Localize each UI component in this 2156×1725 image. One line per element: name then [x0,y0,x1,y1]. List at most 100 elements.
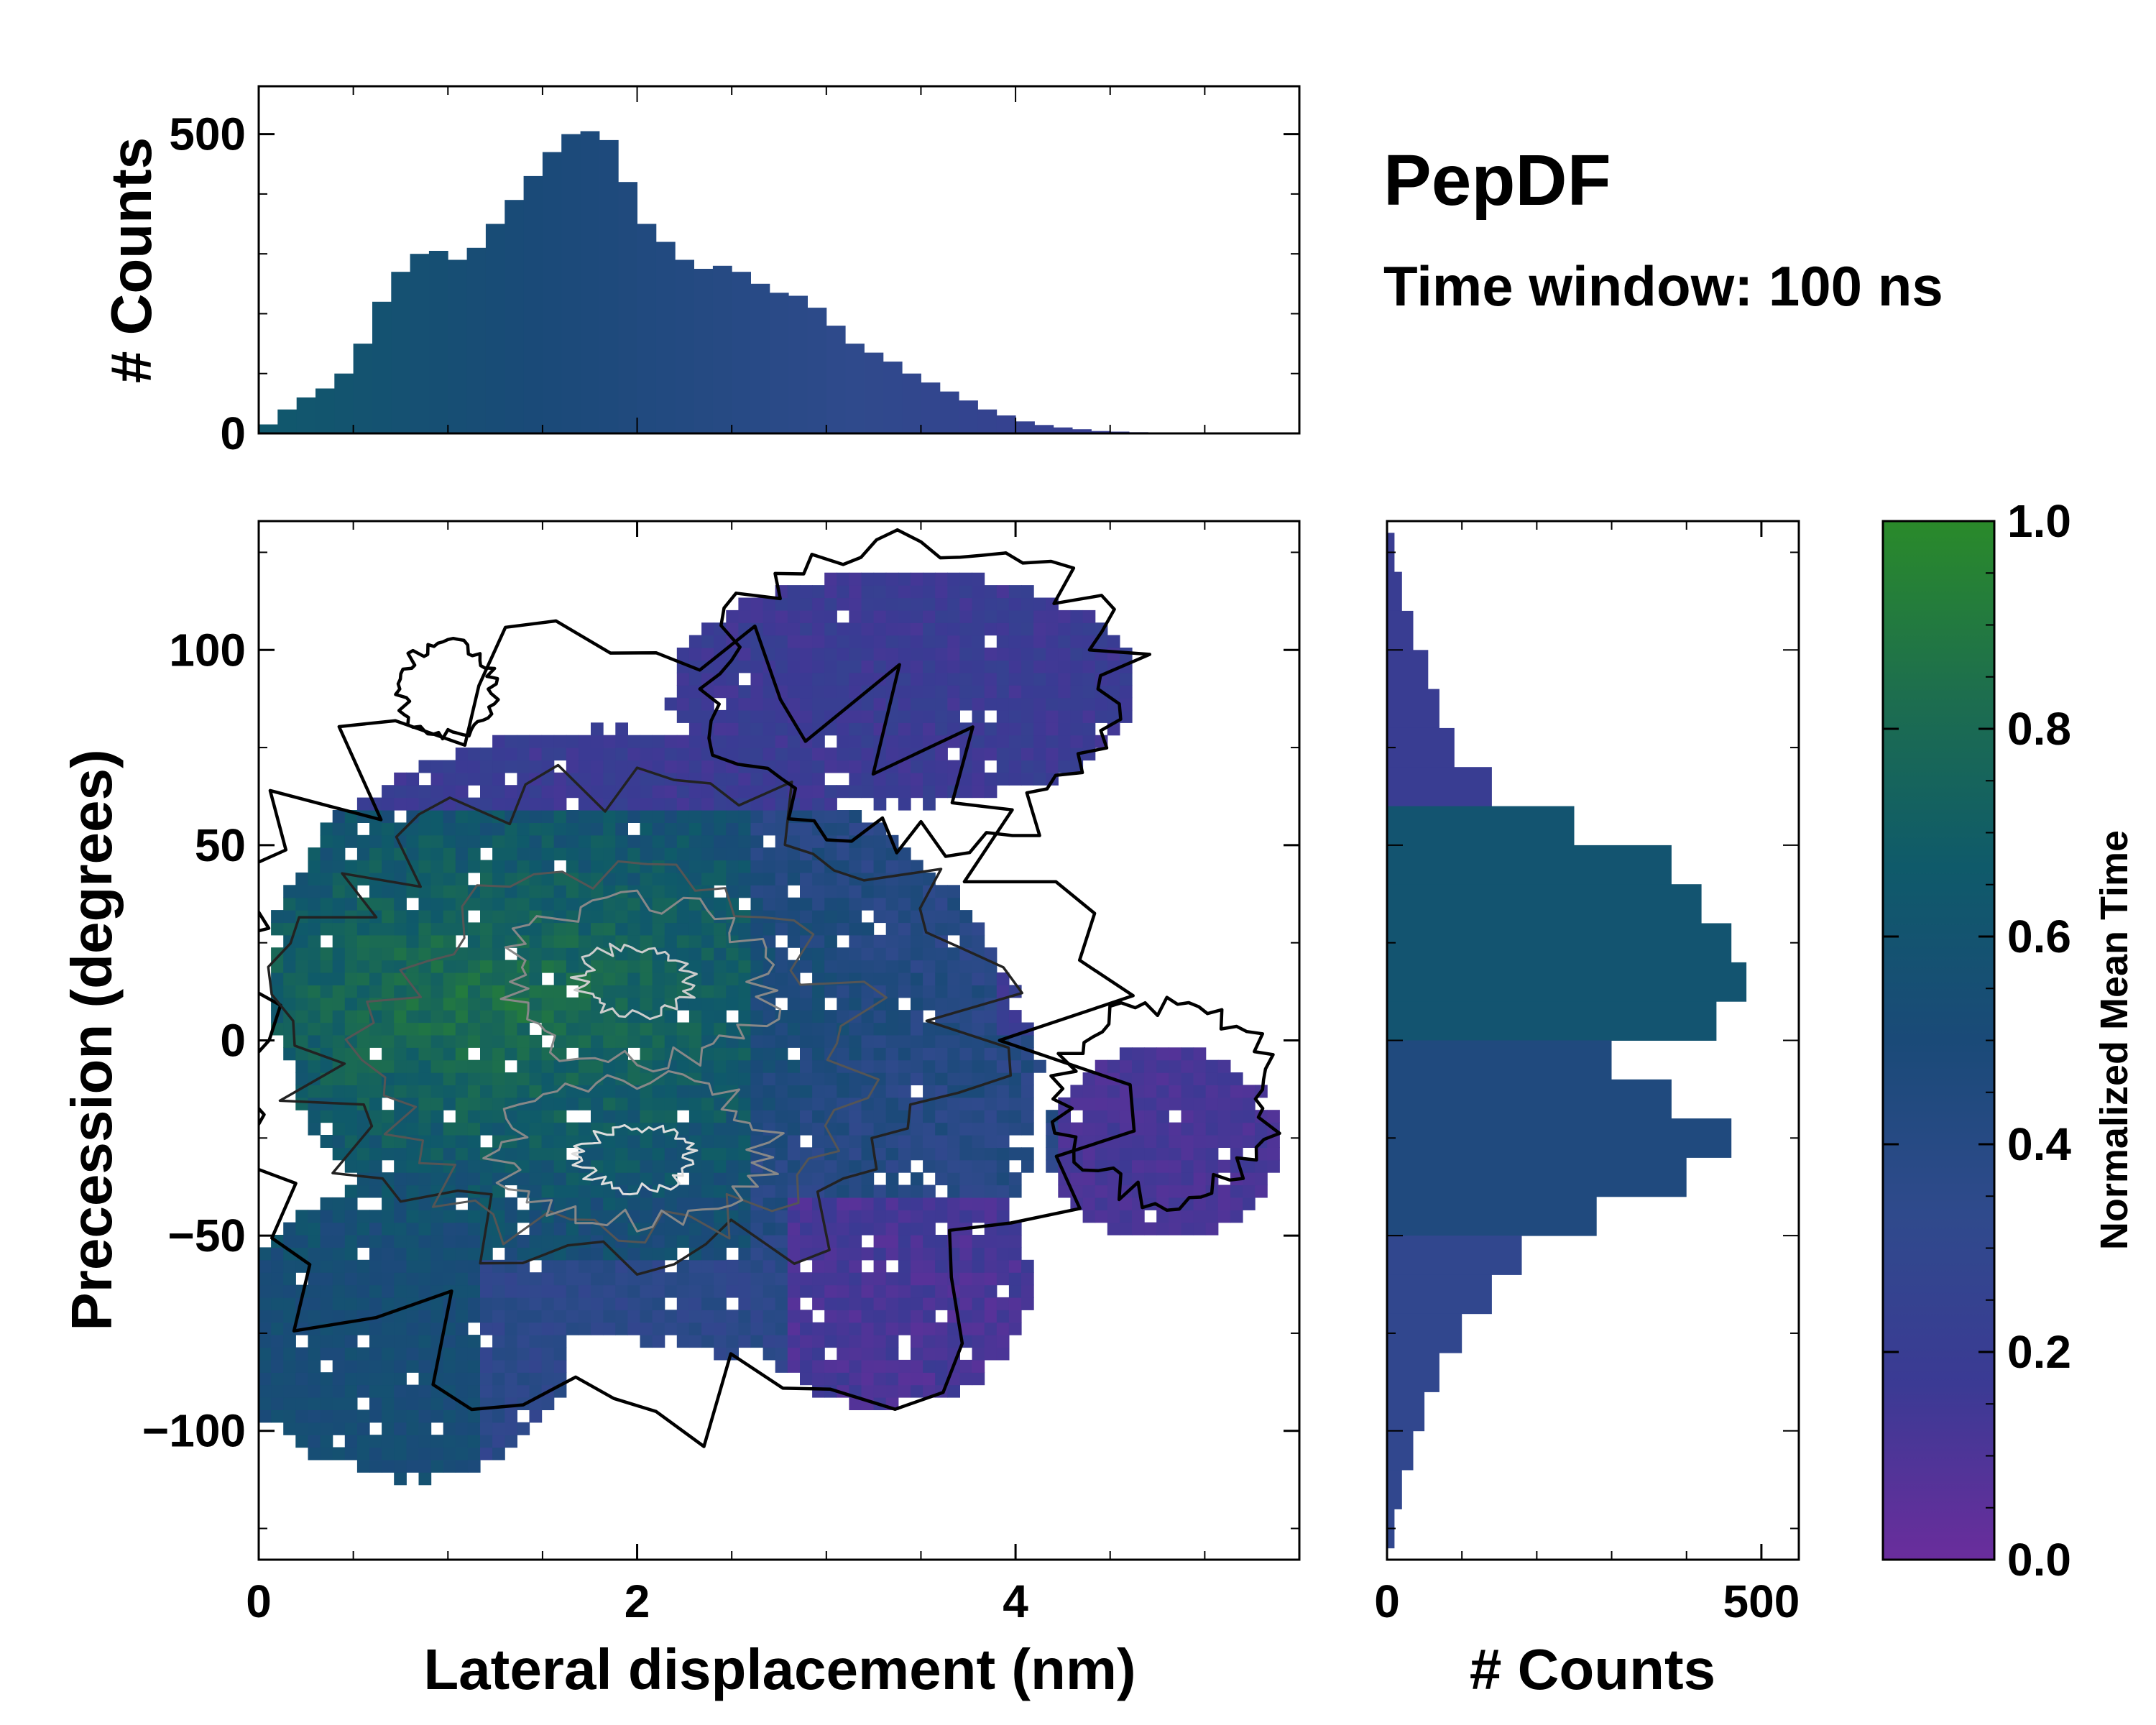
heatmap-cell [443,1122,456,1136]
heatmap-cell [714,1322,727,1335]
heatmap-cell [738,960,752,973]
heatmap-cell [344,1184,358,1198]
top-hist-bar [1072,429,1092,433]
heatmap-cell [750,1047,764,1061]
heatmap-cell [492,797,505,811]
heatmap-cell [996,1210,1010,1223]
main-xlabel: Lateral displacement (nm) [423,1637,1135,1701]
heatmap-cell [418,847,432,861]
heatmap-cell [1169,1159,1181,1173]
heatmap-cell [972,772,985,786]
heatmap-cell [873,572,887,586]
heatmap-cell [959,922,973,936]
heatmap-cell [1132,1097,1145,1110]
heatmap-cell [356,972,370,985]
heatmap-cell [652,1297,665,1310]
heatmap-cell [1046,622,1059,636]
heatmap-cell [873,1222,887,1236]
heatmap-cell [861,897,875,911]
heatmap-cell [775,797,788,811]
heatmap-cell [873,947,887,961]
heatmap-cell [1193,1197,1207,1210]
heatmap-cell [664,748,678,761]
heatmap-cell [923,1335,936,1348]
heatmap-cell [885,885,899,898]
heatmap-cell [885,1172,899,1186]
heatmap-cell [947,1059,960,1073]
heatmap-cell [898,1235,911,1248]
heatmap-cell [812,1359,825,1373]
heatmap-cell [935,960,948,973]
heatmap-cell [898,1022,911,1036]
heatmap-cell [898,660,911,673]
heatmap-cell [455,1210,469,1223]
heatmap-cell [418,985,432,998]
heatmap-cell [541,934,555,948]
heatmap-cell [800,872,813,886]
heatmap-cell [664,1135,678,1148]
heatmap-cell [320,1422,333,1435]
right-xtick-label: 0 [1374,1576,1400,1627]
heatmap-cell [517,885,530,898]
heatmap-cell [885,772,899,786]
heatmap-cell [640,1297,653,1310]
heatmap-cell [529,934,543,948]
heatmap-cell [787,1210,801,1223]
heatmap-cell [394,1172,407,1186]
heatmap-cell [332,834,346,848]
heatmap-cell [1181,1172,1194,1186]
heatmap-cell [911,1335,923,1348]
heatmap-cell [923,1322,936,1335]
heatmap-cell [750,897,764,911]
heatmap-cell [505,1259,517,1273]
heatmap-cell [455,1022,469,1036]
heatmap-cell [394,1422,407,1435]
heatmap-cell [430,922,444,936]
heatmap-cell [923,635,936,648]
heatmap-cell [911,772,923,786]
heatmap-cell [873,1197,887,1210]
heatmap-cell [787,1097,801,1110]
right-hist-bar [1387,1079,1672,1119]
heatmap-cell [885,1210,899,1223]
heatmap-cell [898,985,911,998]
heatmap-cell [467,985,481,998]
heatmap-cell [603,1034,616,1048]
heatmap-cell [738,810,752,823]
heatmap-cell [812,972,825,985]
heatmap-cell [738,597,752,611]
heatmap-cell [529,1135,543,1148]
heatmap-cell [812,610,825,623]
heatmap-cell [308,1447,321,1460]
heatmap-cell [627,1159,641,1173]
heatmap-cell [984,1235,998,1248]
heatmap-cell [480,1272,493,1286]
heatmap-cell [627,735,641,748]
top-hist-bar [807,308,827,433]
heatmap-cell [356,1034,370,1048]
heatmap-cell [676,1059,690,1073]
heatmap-cell [763,1210,776,1223]
heatmap-cell [935,722,948,736]
top-hist-bar [542,152,562,433]
heatmap-cell [837,1122,849,1136]
heatmap-cell [369,1322,382,1335]
heatmap-cell [947,635,960,648]
heatmap-cell [787,610,801,623]
heatmap-cell [467,1210,481,1223]
heatmap-cell [688,735,702,748]
heatmap-cell [1046,685,1059,699]
heatmap-cell [640,972,653,985]
heatmap-cell [541,810,555,823]
heatmap-cell [664,1247,678,1261]
heatmap-cell [529,960,543,973]
heatmap-cell [283,897,296,911]
heatmap-cell [480,785,493,799]
heatmap-cell [1181,1122,1194,1136]
heatmap-cell [394,985,407,998]
heatmap-cell [861,760,875,773]
heatmap-cell [812,1059,825,1073]
heatmap-cell [1119,709,1133,723]
heatmap-cell [505,897,517,911]
heatmap-cell [763,1110,776,1123]
